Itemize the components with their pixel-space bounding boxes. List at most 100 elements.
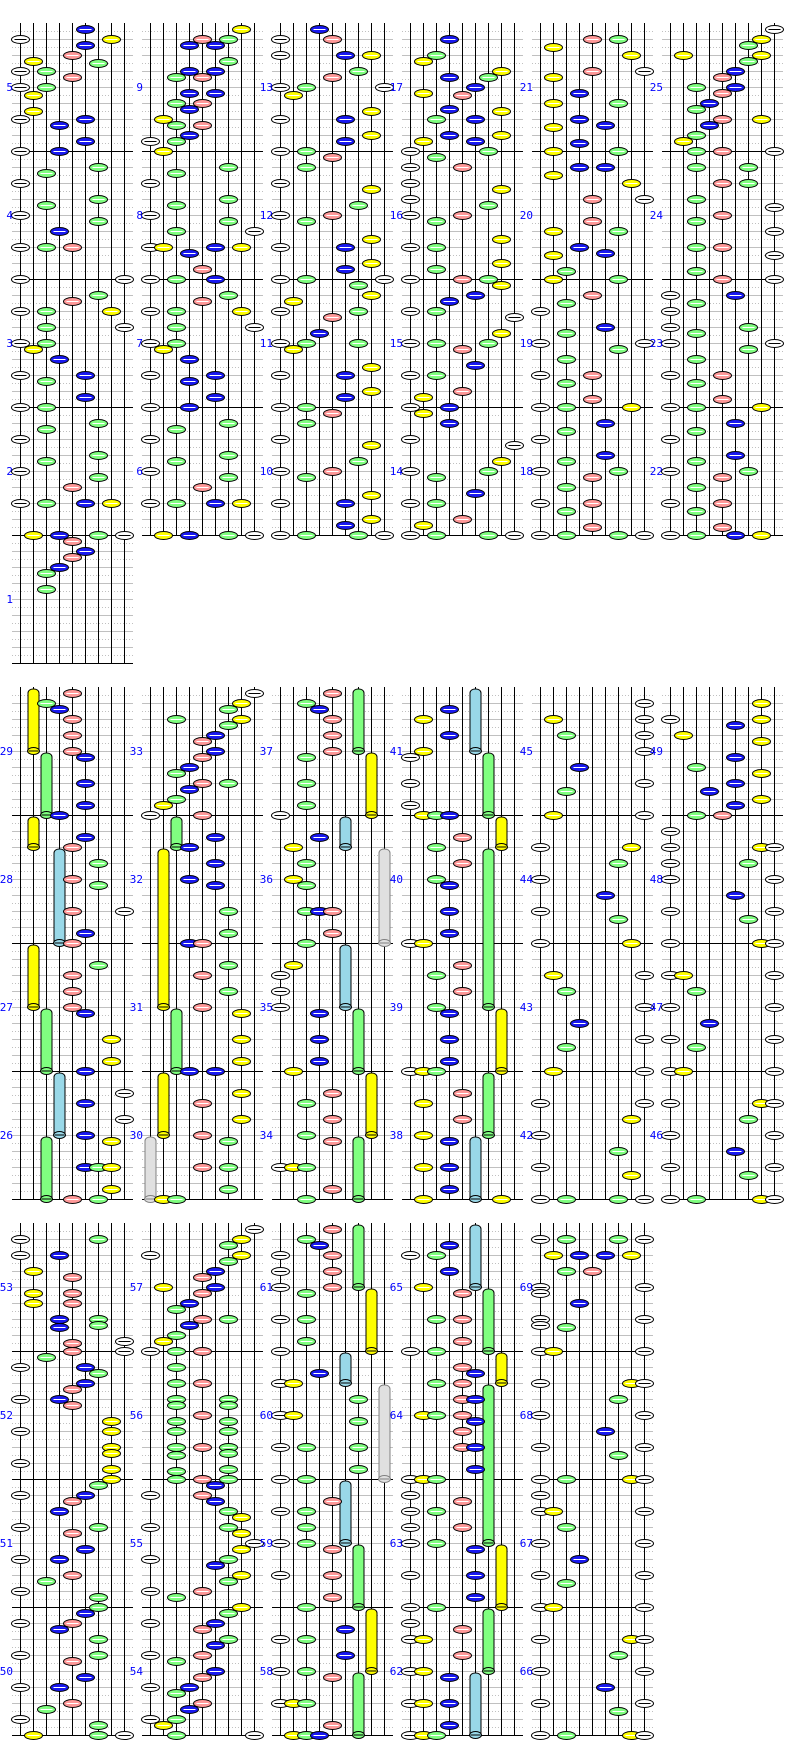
long-note [495, 1544, 508, 1611]
measure-number-label: 11 [260, 337, 273, 350]
long-note [469, 688, 482, 755]
measure-number-label: 4 [6, 209, 13, 222]
measure-number-label: 55 [130, 1537, 143, 1550]
measure-number-label: 42 [520, 1129, 533, 1142]
measure-number-label: 28 [0, 873, 13, 886]
long-note [469, 1224, 482, 1291]
measure-number-label: 59 [260, 1537, 273, 1550]
measure-number-label: 46 [650, 1129, 663, 1142]
long-note [495, 1008, 508, 1075]
measure-number-label: 10 [260, 465, 273, 478]
long-note [352, 1544, 365, 1611]
measure-number-label: 52 [0, 1409, 13, 1422]
long-note [339, 1480, 352, 1547]
measure-number-label: 12 [260, 209, 273, 222]
long-note [469, 1672, 482, 1739]
measure-number-label: 20 [520, 209, 533, 222]
long-note [352, 1136, 365, 1203]
measure-number-label: 16 [390, 209, 403, 222]
measure-number-label: 48 [650, 873, 663, 886]
measure-number-label: 51 [0, 1537, 13, 1550]
measure-number-label: 58 [260, 1665, 273, 1678]
measure-number-label: 3 [6, 337, 13, 350]
measure-number-label: 33 [130, 745, 143, 758]
long-note [482, 1288, 495, 1355]
measure-number-label: 43 [520, 1001, 533, 1014]
measure-number-label: 2 [6, 465, 13, 478]
measure-number-label: 6 [136, 465, 143, 478]
measure-number-label: 5 [6, 81, 13, 94]
measure-number-label: 35 [260, 1001, 273, 1014]
measure-number-label: 65 [390, 1281, 403, 1294]
long-note [157, 1072, 170, 1139]
measure-number-label: 9 [136, 81, 143, 94]
measure-number-label: 56 [130, 1409, 143, 1422]
long-note [339, 944, 352, 1011]
measure-number-label: 64 [390, 1409, 404, 1422]
long-note [482, 1072, 495, 1139]
measure-number-label: 45 [520, 745, 533, 758]
measure-number-label: 63 [390, 1537, 403, 1550]
measure-number-label: 60 [260, 1409, 273, 1422]
long-note [27, 688, 40, 755]
measure-number-label: 36 [260, 873, 273, 886]
measure-number-label: 39 [390, 1001, 403, 1014]
long-note [482, 848, 495, 1011]
measure-number-label: 23 [650, 337, 663, 350]
measure-number-label: 1 [6, 593, 13, 606]
long-note [53, 848, 66, 947]
measure-number-label: 50 [0, 1665, 13, 1678]
measure-number-label: 44 [520, 873, 534, 886]
measure-number-label: 30 [130, 1129, 143, 1142]
measure-number-label: 37 [260, 745, 273, 758]
measure-number-label: 18 [520, 465, 533, 478]
measure-number-label: 22 [650, 465, 663, 478]
measure-number-label: 62 [390, 1665, 403, 1678]
long-note [469, 1136, 482, 1203]
long-note [352, 688, 365, 755]
measure-number-label: 61 [260, 1281, 273, 1294]
measure-number-label: 40 [390, 873, 403, 886]
measure-number-label: 53 [0, 1281, 13, 1294]
long-notes [27, 688, 508, 1739]
long-note [482, 1384, 495, 1547]
measure-labels: 1234567891011121314151617181920212223242… [0, 81, 663, 1678]
notes [11, 25, 784, 1740]
measure-number-label: 41 [390, 745, 403, 758]
long-note [378, 848, 391, 947]
measure-number-label: 47 [650, 1001, 663, 1014]
measure-number-label: 57 [130, 1281, 143, 1294]
measure-number-label: 29 [0, 745, 13, 758]
measure-number-label: 8 [136, 209, 143, 222]
long-note [352, 1008, 365, 1075]
measure-number-label: 34 [260, 1129, 274, 1142]
long-note [365, 752, 378, 819]
measure-number-label: 21 [520, 81, 533, 94]
long-note [40, 1008, 53, 1075]
long-note [27, 944, 40, 1011]
long-note [157, 848, 170, 1011]
measure-number-label: 38 [390, 1129, 403, 1142]
measure-number-label: 19 [520, 337, 533, 350]
measure-number-label: 68 [520, 1409, 533, 1422]
long-note [365, 1608, 378, 1675]
measure-number-label: 67 [520, 1537, 533, 1550]
measure-number-label: 25 [650, 81, 663, 94]
long-note [352, 1672, 365, 1739]
long-note [352, 1224, 365, 1291]
measure-number-label: 54 [130, 1665, 144, 1678]
long-note [53, 1072, 66, 1139]
long-note [482, 752, 495, 819]
long-note [365, 1288, 378, 1355]
measure-number-label: 7 [136, 337, 143, 350]
measure-number-label: 17 [390, 81, 403, 94]
measure-number-label: 27 [0, 1001, 13, 1014]
long-note [378, 1384, 391, 1483]
measure-number-label: 14 [390, 465, 404, 478]
long-note [482, 1608, 495, 1675]
long-note [40, 1136, 53, 1203]
long-note [365, 1072, 378, 1139]
measure-number-label: 31 [130, 1001, 143, 1014]
measure-number-label: 15 [390, 337, 403, 350]
